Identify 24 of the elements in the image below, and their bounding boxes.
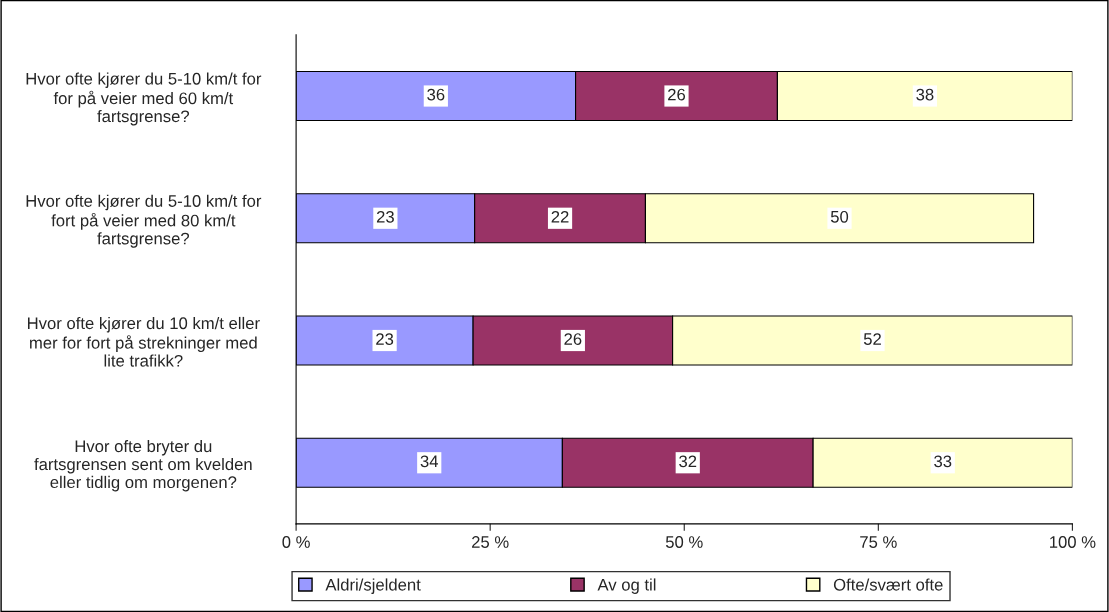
data-label: 34 xyxy=(420,455,439,468)
legend-label: Av og til xyxy=(597,578,656,594)
x-tick-label: 75 % xyxy=(860,536,897,548)
legend-label: Aldri/sjeldent xyxy=(325,578,421,594)
x-tick-label: 50 % xyxy=(665,536,703,548)
x-tick-label: 25 % xyxy=(472,536,509,548)
y-tick-label: Hvor ofte kjører du 5-10 km/t for for på veier med 60 km/t fartsgrense? xyxy=(26,72,262,126)
x-tick-label: 0 % xyxy=(282,536,310,548)
y-tick-label: Hvor ofte bryter du fartsgrensen sent om kvelden eller tidlig om morgenen? xyxy=(34,439,252,492)
data-label: 38 xyxy=(916,88,934,101)
data-label: 26 xyxy=(564,333,582,345)
data-label: 32 xyxy=(679,455,697,468)
legend-label: Ofte/svært ofte xyxy=(833,578,943,591)
data-label: 23 xyxy=(376,210,394,223)
y-tick-label: Hvor ofte kjører du 10 km/t eller mer for fort på strekninger med lite trafikk? xyxy=(28,316,260,367)
x-tick-label: 100 % xyxy=(1050,536,1096,548)
data-label: 52 xyxy=(863,333,881,345)
data-label: 26 xyxy=(668,88,686,101)
data-label: 23 xyxy=(376,333,394,345)
data-label: 50 xyxy=(830,210,849,223)
data-label: 36 xyxy=(427,88,445,101)
data-label: 22 xyxy=(551,210,569,223)
y-tick-label: Hvor ofte kjører du 5-10 km/t for fort på veier med 80 km/t fartsgrense? xyxy=(26,194,262,248)
data-label: 33 xyxy=(934,455,952,468)
